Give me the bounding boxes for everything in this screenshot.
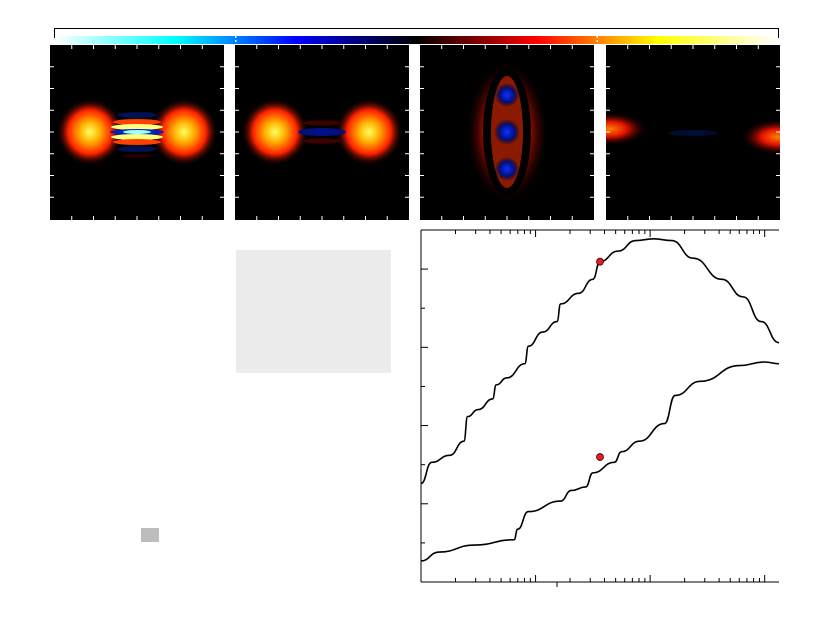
line-plot-svg xyxy=(420,229,780,587)
panel-1-field xyxy=(50,45,224,220)
panel-2-field xyxy=(235,45,409,220)
gray-placeholder-square xyxy=(141,528,159,542)
series-line-2 xyxy=(420,361,780,562)
panel-4 xyxy=(606,45,780,220)
colorbar-gradient xyxy=(55,36,778,44)
panel-2 xyxy=(235,45,409,220)
panel-4-field xyxy=(606,45,780,220)
panel-3-field xyxy=(420,45,594,220)
series-1-marker xyxy=(596,257,604,266)
gray-placeholder-box xyxy=(236,250,391,373)
colorbar xyxy=(54,28,779,44)
panel-3 xyxy=(420,45,594,220)
line-plot xyxy=(419,228,781,588)
series-line-1 xyxy=(420,237,780,485)
series-2-marker xyxy=(596,453,604,461)
panel-1 xyxy=(50,45,224,220)
